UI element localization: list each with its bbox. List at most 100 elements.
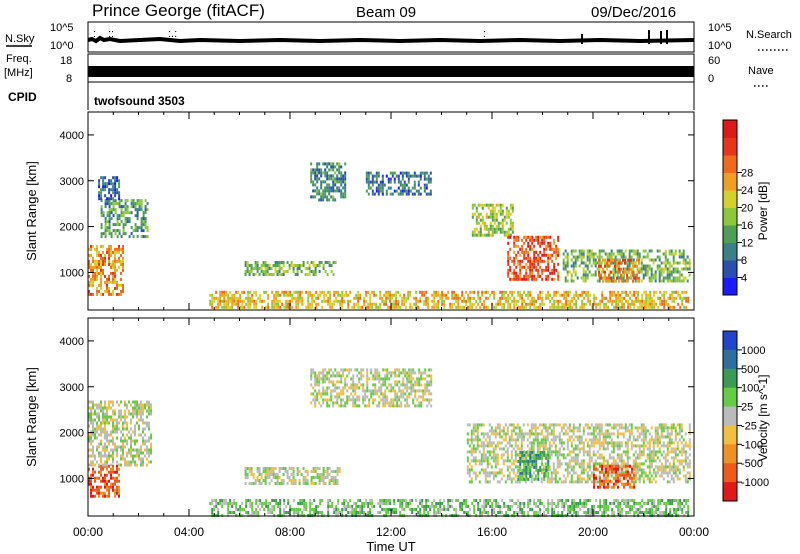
nsky-panel: : :: :.: :: [87, 21, 695, 53]
freq-unit-label: [MHz]: [4, 67, 33, 79]
velocity-y-tick-label: 2000: [60, 428, 84, 440]
beam-label: Beam 09: [356, 4, 416, 21]
power-y-tick-label: 2000: [60, 222, 84, 234]
log-tick-top-left: 10^5: [50, 22, 74, 34]
power-colorbar-tick-label: 8: [741, 255, 747, 267]
velocity-x-ticks: [87, 318, 695, 516]
velocity-colorbar-tick-label: 25: [741, 402, 753, 414]
velocity-echo-region: [310, 368, 433, 408]
velocity-echo-region: [88, 400, 152, 467]
velocity-colorbar-tick-label: 1000: [741, 345, 765, 357]
svg-text::: :: [483, 28, 486, 40]
velocity-y-tick-label: 4000: [60, 336, 84, 348]
power-echo-region: [100, 199, 149, 239]
power-echo-region: [471, 203, 514, 237]
velocity-y-tick-label: 1000: [60, 473, 84, 485]
power-colorbar: 4 8 12 16 20 24 28 Power [dB]: [722, 119, 770, 296]
power-echo-region: [365, 171, 432, 196]
velocity-colorbar-swatches: [722, 330, 738, 502]
svg-text:::: ::: [108, 28, 114, 40]
power-ylabel: Slant Range [km]: [24, 161, 39, 261]
velocity-colorbar-label: Velocity [m s^-1]: [756, 375, 770, 462]
velocity-colorbar-swatch: [723, 406, 737, 426]
power-y-tick-label: 1000: [60, 267, 84, 279]
velocity-colorbar-ticks: 1000 500 100 25 -25 -100 -500 -1000: [737, 345, 769, 489]
power-colorbar-swatches: [722, 119, 738, 296]
velocity-colorbar-tick-label: 500: [741, 364, 759, 376]
power-colorbar-ticks: 4 8 12 16 20 24 28: [737, 168, 753, 285]
power-echo-region: [88, 244, 124, 296]
power-echo-region: [244, 261, 337, 276]
time-tick-label: 04:00: [174, 525, 204, 539]
power-colorbar-tick-label: 12: [741, 238, 753, 250]
velocity-y-tick-label: 3000: [60, 382, 84, 394]
power-colorbar-swatch: [723, 172, 737, 191]
nave-tick-bottom: 0: [708, 73, 714, 85]
velocity-colorbar-swatch: [723, 387, 737, 408]
svg-text::: :: [93, 28, 96, 40]
power-y-tick-label: 4000: [60, 130, 84, 142]
power-colorbar-tick-label: 28: [741, 168, 753, 180]
power-colorbar-swatch: [723, 260, 737, 278]
power-x-ticks: [87, 112, 695, 310]
cpid-panel: [87, 82, 695, 110]
time-tick-label: 20:00: [578, 525, 608, 539]
velocity-colorbar-swatch: [723, 349, 737, 370]
velocity-colorbar-tick-label: -100: [741, 439, 763, 451]
velocity-colorbar-tick-label: -25: [741, 420, 757, 432]
freq-tick-bottom: 8: [66, 73, 72, 85]
velocity-colorbar-swatch: [723, 425, 737, 445]
power-echo-region: [507, 235, 560, 281]
power-colorbar-swatch: [723, 277, 737, 296]
nsky-label: N.Sky: [5, 33, 35, 45]
power-colorbar-tick-label: 16: [741, 220, 753, 232]
freq-tick-top: 18: [60, 55, 72, 67]
power-panel: 1000 2000 3000 4000 Slant Range [km]: [24, 111, 695, 311]
freq-panel: [87, 53, 695, 83]
power-colorbar-tick-label: 24: [741, 185, 753, 197]
velocity-ylabel: Slant Range [km]: [24, 367, 39, 467]
power-colorbar-tick-label: 20: [741, 203, 753, 215]
nsearch-label: N.Search: [746, 29, 792, 41]
cpid-label: CPID: [8, 90, 37, 104]
power-colorbar-swatch: [723, 120, 737, 138]
velocity-colorbar-swatch: [723, 331, 737, 351]
velocity-colorbar: 1000 500 100 25 -25 -100 -500 -1000 Velocity [m…: [722, 330, 770, 502]
power-colorbar-swatch: [723, 242, 737, 261]
velocity-echo-region: [466, 423, 691, 484]
power-colorbar-tick-label: 4: [741, 273, 747, 285]
time-tick-label: 00:00: [679, 525, 709, 539]
power-colorbar-swatch: [723, 137, 737, 156]
velocity-colorbar-tick-label: -1000: [741, 477, 769, 489]
time-tick-label: 08:00: [275, 525, 305, 539]
velocity-colorbar-swatch: [723, 482, 737, 502]
velocity-echo-region: [88, 464, 120, 498]
velocity-colorbar-tick-label: -500: [741, 458, 763, 470]
power-echo-region: [598, 258, 640, 283]
time-tick-label: 00:00: [73, 525, 103, 539]
power-data-layer: [88, 162, 691, 309]
power-echo-region: [98, 176, 121, 201]
power-y-axis: 1000 2000 3000 4000: [60, 130, 694, 279]
velocity-echo-region: [244, 467, 341, 485]
power-y-tick-label: 3000: [60, 176, 84, 188]
velocity-data-layer: [88, 368, 691, 517]
time-axis-title: Time UT: [366, 539, 415, 554]
freq-label: Freq.: [6, 53, 32, 65]
log-tick-bottom-left: 10^0: [50, 40, 74, 52]
velocity-echo-region: [517, 450, 550, 481]
date-label: 09/Dec/2016: [591, 4, 676, 21]
power-colorbar-swatch: [723, 207, 737, 226]
velocity-echo-region: [593, 464, 635, 489]
velocity-colorbar-swatch: [723, 463, 737, 483]
velocity-colorbar-swatch: [723, 444, 737, 464]
time-tick-label: 12:00: [376, 525, 406, 539]
time-tick-label: 16:00: [477, 525, 507, 539]
log-tick-top-right: 10^5: [708, 22, 732, 34]
power-echo-region: [209, 290, 690, 309]
nave-tick-top: 60: [708, 55, 720, 67]
power-colorbar-swatch: [723, 225, 737, 243]
velocity-echo-region: [209, 499, 690, 517]
svg-text::.:: :.:: [168, 28, 177, 40]
velocity-panel: 1000 2000 3000 4000 Slant Range [km]: [24, 317, 695, 517]
